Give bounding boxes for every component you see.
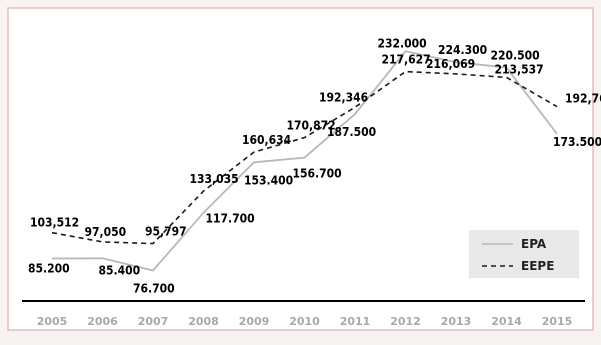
data-label-epa: 224.300 <box>438 43 487 57</box>
data-label-eepe: 95,797 <box>145 225 187 239</box>
data-label-epa: 153.400 <box>244 173 293 187</box>
data-label-eepe: 192,760 <box>565 92 601 106</box>
data-label-epa: 76.700 <box>133 282 175 296</box>
data-label-epa: 117.700 <box>206 212 255 226</box>
legend-box <box>469 230 579 278</box>
data-label-eepe: 133,035 <box>190 172 239 186</box>
data-label-eepe: 97,050 <box>85 225 127 239</box>
x-tick-label: 2010 <box>289 315 320 328</box>
data-label-epa: 156.700 <box>293 167 342 181</box>
data-label-epa: 173.500 <box>553 135 601 149</box>
legend-label-epa: EPA <box>521 237 547 251</box>
data-label-epa: 85.400 <box>99 263 141 277</box>
data-label-eepe: 217,627 <box>382 53 431 67</box>
x-tick-label: 2008 <box>188 315 219 328</box>
x-tick-label: 2014 <box>491 315 522 328</box>
data-label-layer: 85.200 85.400 76.700 117.700 153.400 156.700 1… <box>28 36 601 295</box>
data-label-eepe: 216,069 <box>426 57 475 71</box>
data-label-eepe: 103,512 <box>30 216 79 230</box>
x-tick-layer: 2005 2006 2007 2008 2009 2010 2011 2012 2013 2014… <box>37 315 573 328</box>
data-label-epa: 187.500 <box>327 125 376 139</box>
data-label-eepe: 213,537 <box>495 62 544 76</box>
legend: EPA EEPE <box>469 230 579 278</box>
x-tick-label: 2009 <box>239 315 270 328</box>
data-label-epa: 220.500 <box>491 49 540 63</box>
data-label-epa: 232.000 <box>378 36 427 50</box>
data-label-eepe: 160,634 <box>242 133 292 147</box>
x-tick-label: 2007 <box>138 315 169 328</box>
data-label-eepe: 170,872 <box>287 119 336 133</box>
x-tick-label: 2006 <box>87 315 118 328</box>
x-tick-label: 2012 <box>390 315 421 328</box>
data-label-eepe: 192,346 <box>319 90 368 104</box>
x-tick-label: 2005 <box>37 315 68 328</box>
x-tick-label: 2011 <box>340 315 371 328</box>
x-tick-label: 2015 <box>542 315 573 328</box>
x-tick-label: 2013 <box>441 315 472 328</box>
series-layer <box>51 50 558 272</box>
data-label-epa: 85.200 <box>28 262 70 276</box>
legend-label-eepe: EEPE <box>521 259 554 273</box>
